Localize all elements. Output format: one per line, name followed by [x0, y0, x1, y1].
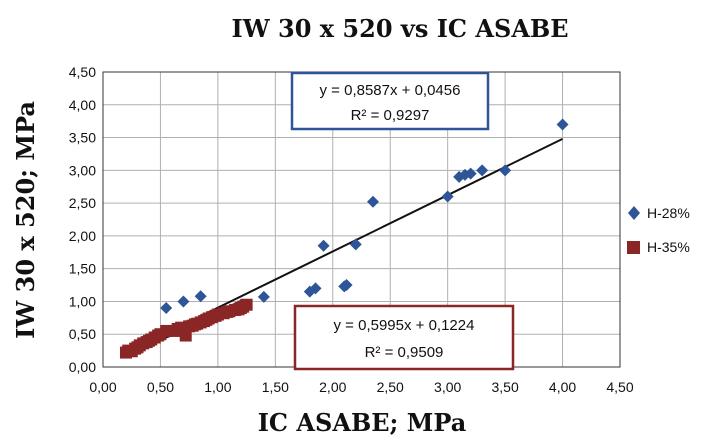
data-point-h28 [194, 290, 207, 303]
y-axis-title: IW 30 x 520; MPa [11, 101, 40, 339]
data-point-h28 [556, 118, 569, 131]
legend-item-h28: H-28% [628, 205, 690, 221]
y-tick-label: 0,00 [69, 359, 96, 375]
y-tick-label: 1,00 [69, 293, 96, 309]
x-tick-label: 2,00 [319, 379, 346, 395]
legend-item-h35: H-35% [627, 239, 690, 255]
x-tick-label: 4,50 [606, 379, 633, 395]
x-tick-label: 1,00 [204, 379, 231, 395]
r-squared-h28: R² = 0,9297 [351, 107, 430, 124]
data-point-h28 [366, 195, 379, 208]
x-tick-label: 3,00 [434, 379, 461, 395]
x-tick-labels: 0,00 0,50 1,00 1,50 2,00 2,50 3,00 3,50 4,00 4,50 [89, 379, 633, 395]
x-tick-label: 0,00 [89, 379, 116, 395]
equation-box-h35: y = 0,5995x + 0,1224 R² = 0,9509 [293, 304, 515, 371]
data-point-h28 [476, 164, 489, 177]
data-point-h28 [160, 302, 173, 314]
equation-box-h35-border [293, 304, 515, 371]
equation-h35: y = 0,5995x + 0,1224 [334, 317, 475, 334]
chart-title: IW 30 x 520 vs IC ASABE [231, 14, 568, 43]
equation-box-h28-border [290, 71, 490, 131]
data-point-h28 [441, 190, 454, 203]
data-point-h35 [179, 329, 192, 342]
equation-h28: y = 0,8587x + 0,0456 [320, 82, 461, 99]
data-point-h28 [340, 279, 353, 292]
y-tick-label: 3,50 [69, 130, 96, 146]
legend-label-h28: H-28% [647, 205, 690, 221]
x-tick-label: 2,50 [377, 379, 404, 395]
y-tick-label: 3,00 [69, 162, 96, 178]
legend-marker-h35 [627, 241, 640, 254]
data-point-h28 [317, 239, 330, 252]
data-point-h28 [464, 167, 477, 180]
y-tick-label: 1,50 [69, 261, 96, 277]
y-tick-label: 4,50 [69, 64, 96, 80]
data-point-h28 [177, 295, 190, 308]
y-tick-label: 0,50 [69, 326, 96, 342]
legend-label-h35: H-35% [647, 239, 690, 255]
data-point-h35 [240, 298, 253, 311]
y-tick-labels: 0,00 0,50 1,00 1,50 2,00 2,50 3,00 3,50 4,00 4,50 [69, 64, 96, 375]
x-tick-label: 1,50 [262, 379, 289, 395]
y-tick-label: 2,50 [69, 195, 96, 211]
data-point-h28 [499, 164, 512, 177]
x-tick-label: 4,00 [549, 379, 576, 395]
equation-box-h28: y = 0,8587x + 0,0456 R² = 0,9297 [290, 71, 490, 131]
x-tick-label: 0,50 [147, 379, 174, 395]
y-tick-label: 2,00 [69, 228, 96, 244]
data-point-h28 [257, 290, 270, 303]
data-point-h28 [309, 282, 322, 295]
x-tick-label: 3,50 [491, 379, 518, 395]
legend-marker-h28 [628, 206, 640, 220]
legend: H-28% H-35% [627, 205, 690, 255]
data-points [119, 118, 569, 359]
data-point-h28 [349, 238, 362, 251]
x-axis-title: IC ASABE; MPa [258, 408, 467, 437]
y-tick-label: 4,00 [69, 97, 96, 113]
r-squared-h35: R² = 0,9509 [365, 344, 444, 361]
